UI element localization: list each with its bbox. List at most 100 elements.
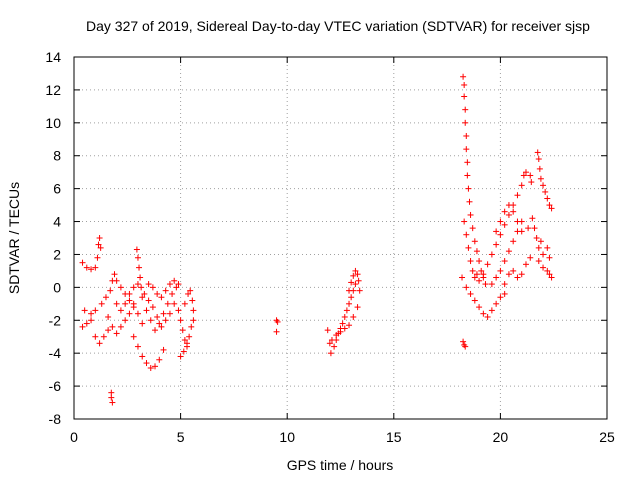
data-point bbox=[162, 317, 169, 324]
data-point bbox=[341, 325, 348, 332]
data-point bbox=[493, 241, 500, 248]
y-tick-label: -4 bbox=[49, 345, 62, 361]
axis-ticks bbox=[73, 56, 608, 420]
data-point bbox=[179, 327, 186, 334]
data-point bbox=[471, 274, 478, 281]
data-point bbox=[126, 310, 133, 317]
data-point bbox=[145, 297, 152, 304]
data-point bbox=[83, 264, 90, 271]
data-point bbox=[355, 277, 362, 284]
data-point bbox=[505, 202, 512, 209]
data-point bbox=[501, 290, 508, 297]
data-point bbox=[147, 364, 154, 371]
data-point bbox=[540, 182, 547, 189]
data-point bbox=[327, 350, 334, 357]
data-point bbox=[510, 238, 517, 245]
data-point bbox=[113, 277, 120, 284]
data-point bbox=[467, 258, 474, 265]
data-point bbox=[493, 228, 500, 235]
data-point bbox=[156, 320, 163, 327]
data-point bbox=[156, 356, 163, 363]
data-point bbox=[527, 172, 534, 179]
data-point bbox=[352, 281, 359, 288]
data-point bbox=[473, 271, 480, 278]
y-tick-label: 8 bbox=[53, 148, 61, 164]
data-point bbox=[108, 394, 115, 401]
data-point bbox=[145, 281, 152, 288]
data-point bbox=[501, 221, 508, 228]
data-point bbox=[139, 353, 146, 360]
y-tick-label: 2 bbox=[53, 246, 61, 262]
data-point bbox=[274, 318, 281, 325]
data-point bbox=[96, 235, 103, 241]
chart-title: Day 327 of 2019, Sidereal Day-to-day VTE… bbox=[86, 18, 590, 34]
data-point bbox=[326, 340, 333, 347]
data-point bbox=[354, 304, 361, 311]
data-point bbox=[105, 327, 112, 334]
data-point bbox=[126, 297, 133, 304]
data-point bbox=[465, 185, 472, 192]
data-point bbox=[461, 218, 468, 225]
data-point bbox=[111, 271, 118, 278]
data-point bbox=[464, 172, 471, 179]
data-point bbox=[546, 202, 553, 209]
data-point bbox=[147, 317, 154, 324]
data-point bbox=[462, 119, 469, 126]
data-point bbox=[177, 317, 184, 324]
data-point bbox=[175, 281, 182, 288]
data-point bbox=[497, 294, 504, 301]
data-point bbox=[169, 290, 176, 297]
data-point bbox=[501, 281, 508, 288]
data-point bbox=[134, 310, 141, 317]
data-point bbox=[152, 363, 159, 370]
data-point bbox=[488, 307, 495, 314]
data-point bbox=[180, 348, 187, 355]
data-point bbox=[460, 73, 467, 80]
data-point bbox=[482, 281, 489, 288]
data-point bbox=[181, 337, 188, 344]
data-point bbox=[464, 159, 471, 166]
y-tick-label: 14 bbox=[45, 49, 61, 65]
data-point bbox=[149, 304, 156, 311]
data-point bbox=[117, 323, 124, 330]
data-point bbox=[158, 294, 165, 301]
data-point bbox=[534, 149, 541, 156]
data-point bbox=[535, 156, 542, 163]
data-point bbox=[461, 341, 468, 348]
data-point bbox=[337, 328, 344, 335]
data-point bbox=[535, 244, 542, 251]
data-point bbox=[488, 251, 495, 258]
data-point bbox=[467, 211, 474, 218]
data-point bbox=[133, 246, 140, 253]
data-point bbox=[462, 106, 469, 113]
data-point bbox=[96, 340, 103, 347]
data-point bbox=[166, 310, 173, 317]
data-point bbox=[97, 244, 104, 251]
data-point bbox=[514, 192, 521, 199]
data-point bbox=[471, 297, 478, 304]
data-point bbox=[480, 271, 487, 278]
data-point bbox=[333, 332, 340, 339]
data-point bbox=[514, 218, 521, 225]
data-point bbox=[130, 300, 137, 307]
data-point bbox=[546, 254, 553, 261]
data-point bbox=[346, 322, 353, 329]
data-point bbox=[92, 307, 99, 314]
data-point bbox=[459, 274, 466, 281]
data-point bbox=[514, 274, 521, 281]
data-point bbox=[185, 290, 192, 297]
data-point bbox=[469, 225, 476, 232]
data-point bbox=[331, 343, 338, 350]
data-point bbox=[141, 290, 148, 297]
data-point bbox=[540, 264, 547, 271]
data-point bbox=[83, 320, 90, 327]
data-point bbox=[466, 198, 473, 205]
data-point bbox=[527, 254, 534, 261]
y-tick-label: -6 bbox=[49, 378, 62, 394]
data-point bbox=[505, 248, 512, 255]
data-point bbox=[339, 320, 346, 327]
data-point bbox=[113, 330, 120, 337]
data-point bbox=[493, 300, 500, 307]
y-tick-label: -2 bbox=[49, 312, 62, 328]
data-point bbox=[471, 238, 478, 245]
